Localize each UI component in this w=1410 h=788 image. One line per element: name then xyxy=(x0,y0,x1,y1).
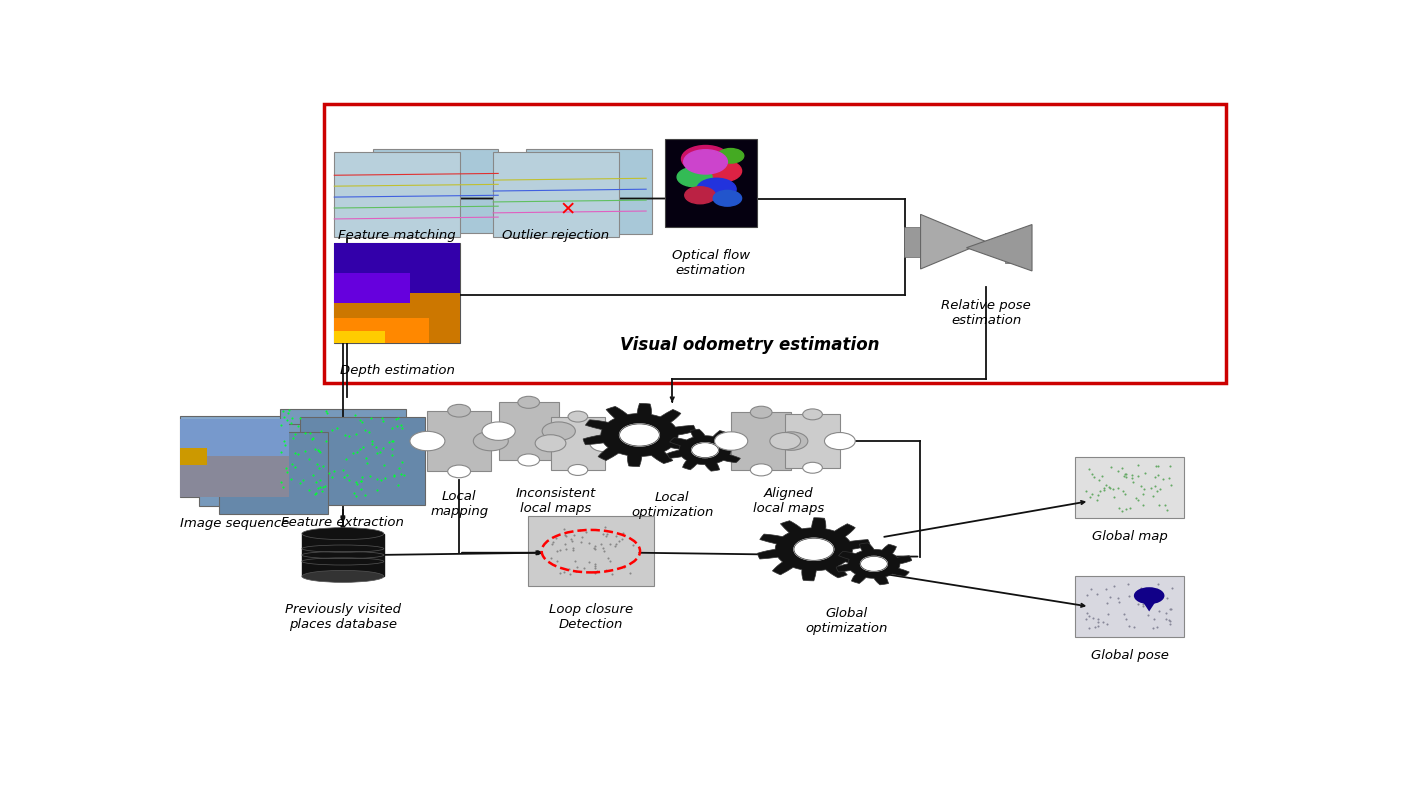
Bar xyxy=(1005,232,1025,263)
Circle shape xyxy=(750,407,773,418)
Polygon shape xyxy=(584,403,697,466)
Bar xyxy=(302,533,384,576)
Circle shape xyxy=(517,396,540,408)
Circle shape xyxy=(482,422,515,440)
Text: Visual odometry estimation: Visual odometry estimation xyxy=(620,336,880,354)
Text: ✕: ✕ xyxy=(560,201,575,220)
Circle shape xyxy=(774,432,808,450)
Circle shape xyxy=(684,150,728,174)
Circle shape xyxy=(448,404,471,417)
Text: Depth estimation: Depth estimation xyxy=(340,364,454,377)
Polygon shape xyxy=(836,543,912,585)
FancyBboxPatch shape xyxy=(526,149,651,234)
Circle shape xyxy=(702,160,742,182)
Text: Aligned
local maps: Aligned local maps xyxy=(753,487,823,515)
Circle shape xyxy=(448,465,471,478)
FancyBboxPatch shape xyxy=(179,415,289,497)
Text: Optical flow
estimation: Optical flow estimation xyxy=(673,248,750,277)
Circle shape xyxy=(568,464,588,475)
Bar xyxy=(334,243,460,293)
Bar xyxy=(179,418,289,456)
Circle shape xyxy=(536,435,565,452)
Circle shape xyxy=(568,411,588,422)
FancyBboxPatch shape xyxy=(334,152,460,237)
Polygon shape xyxy=(966,225,1032,271)
Circle shape xyxy=(410,431,446,451)
FancyBboxPatch shape xyxy=(300,417,426,505)
Circle shape xyxy=(685,187,715,204)
Circle shape xyxy=(794,538,833,560)
Text: Previously visited
places database: Previously visited places database xyxy=(285,603,400,630)
Bar xyxy=(334,331,385,344)
Circle shape xyxy=(1134,587,1165,604)
Circle shape xyxy=(770,433,801,450)
Bar xyxy=(179,448,207,465)
Text: Inconsistent
local maps: Inconsistent local maps xyxy=(516,487,596,515)
Bar xyxy=(334,273,410,303)
FancyBboxPatch shape xyxy=(732,412,791,470)
FancyBboxPatch shape xyxy=(493,152,619,237)
Text: Global
optimization: Global optimization xyxy=(805,607,888,634)
Text: Image sequence: Image sequence xyxy=(179,516,289,530)
FancyBboxPatch shape xyxy=(219,433,329,515)
Circle shape xyxy=(619,424,660,446)
Ellipse shape xyxy=(302,528,384,540)
Circle shape xyxy=(517,454,540,466)
FancyBboxPatch shape xyxy=(499,403,558,460)
FancyBboxPatch shape xyxy=(372,149,498,233)
Circle shape xyxy=(715,432,747,450)
FancyBboxPatch shape xyxy=(785,414,840,468)
FancyBboxPatch shape xyxy=(334,243,460,344)
Polygon shape xyxy=(921,214,986,269)
Bar xyxy=(334,293,460,344)
Circle shape xyxy=(692,443,719,458)
Circle shape xyxy=(697,178,736,200)
FancyBboxPatch shape xyxy=(199,424,309,506)
FancyBboxPatch shape xyxy=(527,516,654,586)
Circle shape xyxy=(474,431,508,451)
Bar xyxy=(334,318,429,344)
Text: Relative pose
estimation: Relative pose estimation xyxy=(942,299,1031,326)
Circle shape xyxy=(541,422,575,440)
Text: Local
optimization: Local optimization xyxy=(632,491,713,519)
Circle shape xyxy=(802,409,822,420)
FancyBboxPatch shape xyxy=(1074,576,1184,637)
FancyBboxPatch shape xyxy=(281,409,406,496)
Text: Global pose: Global pose xyxy=(1090,649,1169,662)
Bar xyxy=(904,226,924,257)
Polygon shape xyxy=(1141,598,1158,611)
Circle shape xyxy=(825,433,856,450)
Polygon shape xyxy=(757,518,870,581)
FancyBboxPatch shape xyxy=(427,411,491,471)
FancyBboxPatch shape xyxy=(664,139,757,227)
Text: Outlier rejection: Outlier rejection xyxy=(502,229,609,243)
FancyBboxPatch shape xyxy=(550,417,605,470)
Text: Global map: Global map xyxy=(1091,530,1167,543)
Circle shape xyxy=(802,463,822,474)
Text: Loop closure
Detection: Loop closure Detection xyxy=(548,603,633,630)
Text: Local
mapping: Local mapping xyxy=(430,489,488,518)
Circle shape xyxy=(713,191,742,206)
Polygon shape xyxy=(667,429,743,471)
Circle shape xyxy=(677,167,712,187)
Ellipse shape xyxy=(302,571,384,582)
Circle shape xyxy=(750,464,773,476)
FancyBboxPatch shape xyxy=(1074,457,1184,518)
Bar xyxy=(179,456,289,497)
Text: Feature matching: Feature matching xyxy=(338,229,455,243)
Circle shape xyxy=(589,435,620,452)
Circle shape xyxy=(718,148,744,163)
Circle shape xyxy=(860,556,887,571)
Text: Feature extraction: Feature extraction xyxy=(282,516,405,529)
Circle shape xyxy=(681,146,729,173)
